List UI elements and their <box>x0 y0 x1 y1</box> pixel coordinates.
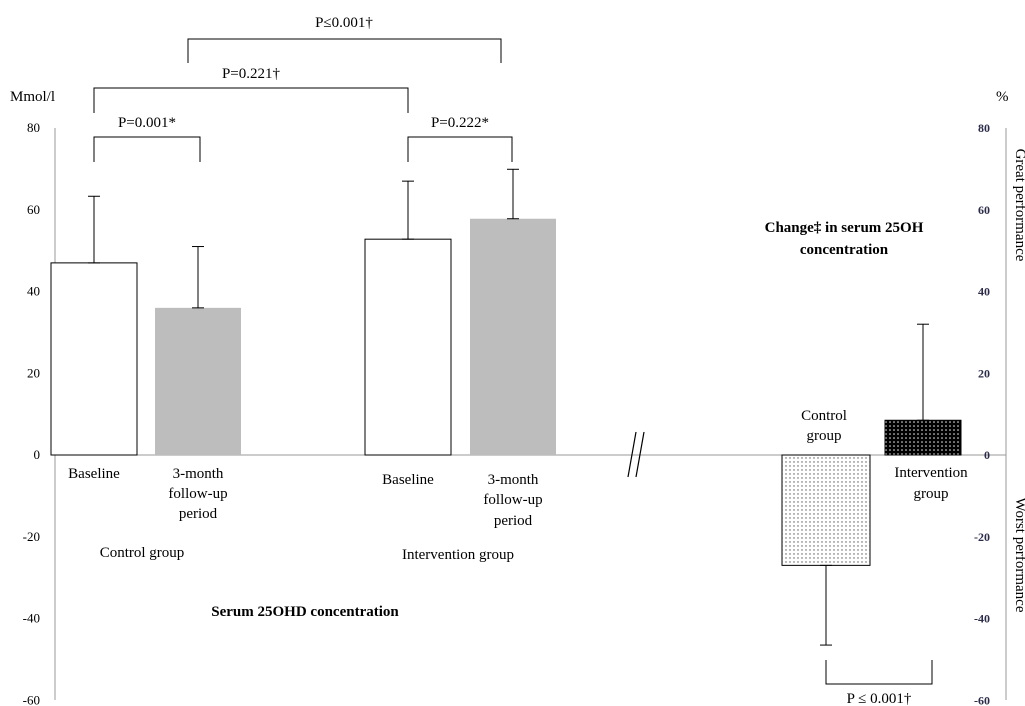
category-label-control-baseline: Baseline <box>68 466 120 482</box>
category-label-control-followup-line2: follow-up <box>168 486 227 502</box>
left-panel-bars <box>50 168 556 456</box>
right-tick-label: 20 <box>978 366 990 380</box>
axis-break-mark <box>635 431 645 478</box>
left-tick-label: 40 <box>27 284 40 299</box>
right-tick-label: 80 <box>978 121 990 135</box>
left-axis-unit: Mmol/l <box>10 89 55 105</box>
left-tick-label: 80 <box>27 120 40 135</box>
annotation-intervention-p: P=0.222* <box>431 115 489 131</box>
right-axis-unit: % <box>996 89 1009 105</box>
right-bar-label-control-line2: group <box>807 428 842 444</box>
left-tick-label: 60 <box>27 202 40 217</box>
group-label-intervention: Intervention group <box>402 547 514 563</box>
category-label-control-followup-line1: 3-month <box>173 466 224 482</box>
bar-change-control <box>781 454 871 566</box>
left-panel-title: Serum 25OHD concentration <box>211 604 399 620</box>
left-tick-label: 20 <box>27 365 40 380</box>
category-label-intervention-followup-line3: period <box>494 513 533 529</box>
right-bar-label-control-line1: Control <box>801 408 847 424</box>
right-tick-label: 0 <box>984 448 990 462</box>
bar-intervention-baseline <box>364 238 452 456</box>
bracket-control <box>93 136 201 162</box>
right-tick-label: 40 <box>978 285 990 299</box>
left-tick-labels: -60 -40 -20 0 20 40 60 80 <box>23 120 40 706</box>
right-panel-bars <box>781 323 962 646</box>
bracket-intervention <box>407 136 513 162</box>
category-label-intervention-followup-line1: 3-month <box>488 472 539 488</box>
right-tick-label: 60 <box>978 203 990 217</box>
left-tick-label: -20 <box>23 529 40 544</box>
right-tick-label: -20 <box>974 530 990 544</box>
right-bar-label-intervention-line1: Intervention <box>894 465 968 481</box>
left-tick-label: 0 <box>34 447 41 462</box>
bar-change-intervention <box>884 419 962 456</box>
bracket-baselines <box>93 87 409 113</box>
category-label-intervention-followup-line2: follow-up <box>483 492 542 508</box>
left-tick-label: -60 <box>23 692 40 706</box>
bracket-right-panel <box>825 660 933 685</box>
right-tick-label: -40 <box>974 612 990 626</box>
axis-break-mark <box>627 431 637 478</box>
right-panel-title-line2: concentration <box>800 242 889 258</box>
bar-intervention-followup <box>470 218 556 455</box>
bracket-followups <box>187 38 502 63</box>
annotation-right-p: P ≤ 0.001† <box>847 691 912 706</box>
great-performance-label: Great performance <box>1012 149 1025 262</box>
right-bar-label-intervention-line2: group <box>914 486 949 502</box>
group-label-control: Control group <box>100 545 185 561</box>
bar-control-followup <box>155 307 241 455</box>
annotation-baselines-p: P=0.221† <box>222 66 281 82</box>
bar-control-baseline <box>50 262 138 456</box>
right-panel-title-line1: Change‡ in serum 25OH <box>765 220 924 236</box>
category-label-intervention-baseline: Baseline <box>382 472 434 488</box>
category-label-control-followup-line3: period <box>179 506 218 522</box>
right-tick-labels: -60 -40 -20 0 20 40 60 80 <box>974 121 990 706</box>
annotation-control-p: P=0.001* <box>118 115 176 131</box>
worst-performance-label: Worst performance <box>1012 498 1025 613</box>
annotation-followups-p: P≤0.001† <box>315 15 373 31</box>
right-tick-label: -60 <box>974 693 990 706</box>
left-tick-label: -40 <box>23 611 40 626</box>
